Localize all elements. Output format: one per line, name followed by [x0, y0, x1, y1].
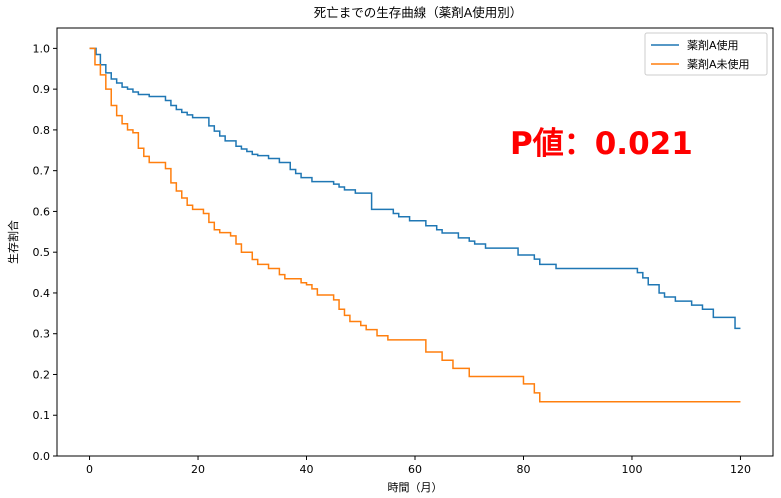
chart-title: 死亡までの生存曲線（薬剤A使用別） [314, 5, 523, 20]
y-axis-label: 生存割合 [6, 220, 20, 264]
legend-label-series-1: 薬剤A未使用 [687, 57, 750, 71]
series-layer [89, 47, 741, 403]
y-tick-label: 0.2 [33, 368, 51, 381]
y-tick-label: 0.6 [33, 205, 51, 218]
x-tick-label: 120 [730, 463, 751, 476]
x-tick-label: 100 [621, 463, 642, 476]
plot-area [56, 27, 774, 457]
x-tick-label: 60 [408, 463, 422, 476]
x-axis-label: 時間（月） [388, 481, 443, 494]
x-tick-label: 0 [86, 463, 93, 476]
x-axis: 0 20 40 60 80 100 120 [86, 456, 751, 476]
x-tick-label: 80 [516, 463, 530, 476]
y-axis: 0.0 0.1 0.2 0.3 0.4 0.5 0.6 0.7 0.8 0.9 1.0 [33, 42, 57, 463]
y-tick-label: 0.9 [33, 83, 51, 96]
series-line-0 [89, 47, 741, 330]
legend: 薬剤A使用 薬剤A未使用 [644, 32, 768, 76]
p-value-annotation: P値：0.021 [510, 126, 693, 162]
y-tick-label: 0.8 [33, 124, 51, 137]
y-tick-label: 0.7 [33, 165, 51, 178]
x-tick-label: 40 [300, 463, 314, 476]
y-tick-label: 0.0 [33, 450, 51, 463]
x-tick-label: 20 [191, 463, 205, 476]
legend-label-series-0: 薬剤A使用 [687, 38, 739, 52]
y-tick-label: 0.5 [33, 246, 51, 259]
series-line-1 [89, 47, 741, 403]
y-tick-label: 0.4 [33, 287, 51, 300]
y-tick-label: 0.3 [33, 328, 51, 341]
y-tick-label: 1.0 [33, 42, 51, 55]
y-tick-label: 0.1 [33, 409, 51, 422]
